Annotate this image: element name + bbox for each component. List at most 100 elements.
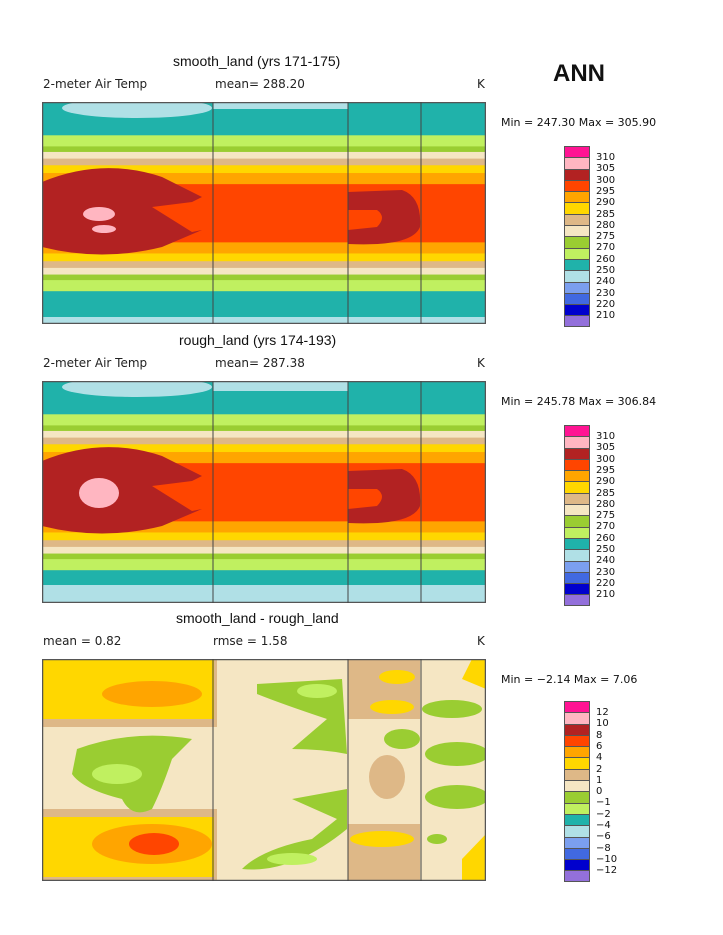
legend-label: −12 [596, 865, 618, 877]
legend-swatch [564, 481, 590, 493]
legend-swatch [564, 870, 590, 882]
variable-label: 2-meter Air Temp [43, 356, 148, 370]
band-bottom [42, 241, 486, 254]
legend-swatch [564, 549, 590, 561]
legend-label: −10 [596, 853, 618, 865]
legend-swatch [564, 470, 590, 482]
warm-core [348, 190, 421, 245]
legend-label: 210 [596, 589, 616, 601]
legend-swatch [564, 270, 590, 282]
legend-label: 260 [596, 253, 616, 265]
min-max-label: Min = 247.30 Max = 305.90 [501, 116, 657, 129]
mean-label: mean= 288.20 [215, 77, 305, 91]
band-top [42, 430, 486, 439]
legend-label: 290 [596, 476, 616, 488]
warm-core [42, 447, 202, 534]
band-bottom [42, 279, 486, 292]
legend-label: −6 [596, 831, 611, 843]
variable-label: 2-meter Air Temp [43, 77, 148, 91]
legend-label: 240 [596, 555, 616, 567]
legend-swatch [564, 594, 590, 606]
band-top [42, 158, 486, 166]
legend-swatch [564, 304, 590, 316]
panel-title: smooth_land (yrs 171-175) [173, 53, 341, 69]
units-label: K [477, 634, 485, 648]
legend-swatch [564, 157, 590, 169]
legend-label: 270 [596, 521, 616, 533]
legend-swatch [564, 780, 590, 792]
legend-swatch [564, 859, 590, 871]
legend-swatch [564, 526, 590, 538]
legend-swatch [564, 492, 590, 505]
contour-map [42, 659, 486, 881]
contour-region [427, 834, 447, 844]
legend-label: 8 [596, 729, 603, 741]
legend-label: 2 [596, 763, 603, 775]
legend-swatch [564, 436, 590, 448]
legend-swatch [564, 236, 590, 248]
polar-region [62, 102, 212, 118]
contour-region [384, 729, 420, 749]
legend-swatch [564, 168, 590, 180]
map-border [42, 659, 486, 881]
season-label: ANN [553, 60, 605, 87]
band-top [42, 173, 486, 185]
legend-swatch [564, 315, 590, 327]
contour-region [129, 833, 179, 855]
legend-swatch [564, 191, 590, 203]
legend-label: 300 [596, 453, 616, 465]
panel-title: rough_land (yrs 174-193) [179, 332, 337, 348]
legend-label: 285 [596, 487, 616, 499]
legend-label: 1 [596, 774, 603, 786]
hot-spot [83, 207, 115, 221]
contour-region [102, 681, 202, 707]
contour-region [379, 670, 415, 684]
legend-swatch [564, 537, 590, 550]
legend-label: 250 [596, 544, 616, 555]
contour-map [42, 102, 486, 324]
legend-swatch [564, 213, 590, 226]
legend-label: 240 [596, 276, 616, 288]
legend-label: 305 [596, 163, 616, 175]
legend-swatch [564, 712, 590, 724]
band-bottom [42, 539, 486, 547]
units-label: K [477, 77, 485, 91]
map-border [42, 381, 486, 603]
legend-swatch [564, 768, 590, 781]
legend-swatch [564, 425, 590, 437]
legend-label: 275 [596, 231, 616, 243]
mean-label: rmse = 1.58 [213, 634, 288, 648]
legend-label: 310 [596, 152, 616, 163]
hot-spot [79, 478, 119, 508]
legend-label: −1 [596, 797, 611, 809]
warm-core [42, 168, 202, 255]
band-bottom [42, 531, 486, 541]
legend-label: 10 [596, 718, 609, 730]
contour-region [425, 742, 486, 766]
legend-swatch [564, 723, 590, 735]
legend-label: 250 [596, 265, 616, 276]
legend-label: 290 [596, 197, 616, 209]
legend-swatch [564, 571, 590, 584]
legend-swatch [564, 447, 590, 459]
legend-swatch [564, 734, 590, 747]
legend-swatch [564, 458, 590, 471]
band-top [42, 414, 486, 426]
legend-label: 260 [596, 532, 616, 544]
legend-swatch [564, 247, 590, 259]
band-top [42, 151, 486, 160]
legend-swatch [564, 791, 590, 803]
contour-region [92, 764, 142, 784]
band-top [42, 444, 486, 453]
band-top [42, 135, 486, 147]
color-legend [564, 146, 590, 327]
variable-label: mean = 0.82 [43, 634, 122, 648]
band-bottom [42, 553, 486, 560]
legend-swatch [564, 560, 590, 572]
contour-region [422, 700, 482, 718]
legend-label: −2 [596, 808, 611, 820]
legend-label: 280 [596, 498, 616, 510]
legend-swatch [564, 701, 590, 713]
legend-swatch [564, 292, 590, 305]
band-bottom [42, 252, 486, 262]
